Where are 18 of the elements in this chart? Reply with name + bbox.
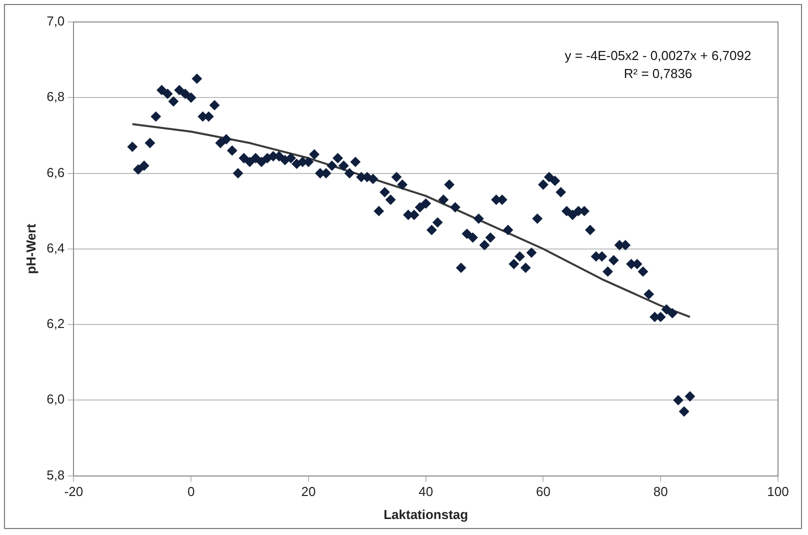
annotation: y = -4E-05x2 - 0,0027x + 6,7092 — [564, 48, 752, 63]
x-axis-title: Laktationstag — [384, 506, 468, 522]
y-tick-label: 6,0 — [46, 392, 65, 407]
x-tick-label: 100 — [767, 484, 789, 500]
y-tick-label: 6,8 — [46, 89, 65, 104]
y-tick-label: 6,4 — [46, 240, 65, 256]
y-tick-label: 6,6 — [46, 164, 65, 180]
y-axis-title: pH-Wert — [23, 223, 38, 274]
y-tick-label: 5,8 — [46, 467, 65, 482]
y-tick-label: 6,2 — [46, 316, 65, 332]
x-tick-label: 60 — [536, 484, 550, 500]
x-tick-label: 80 — [653, 484, 668, 500]
annotation: R² = 0,7836 — [624, 66, 692, 81]
x-tick-label: 20 — [301, 484, 316, 500]
x-tick-label: 40 — [418, 484, 434, 500]
x-tick-label: 0 — [187, 484, 195, 500]
x-tick-label: -20 — [64, 484, 84, 500]
y-tick-label: 7,0 — [46, 14, 65, 29]
